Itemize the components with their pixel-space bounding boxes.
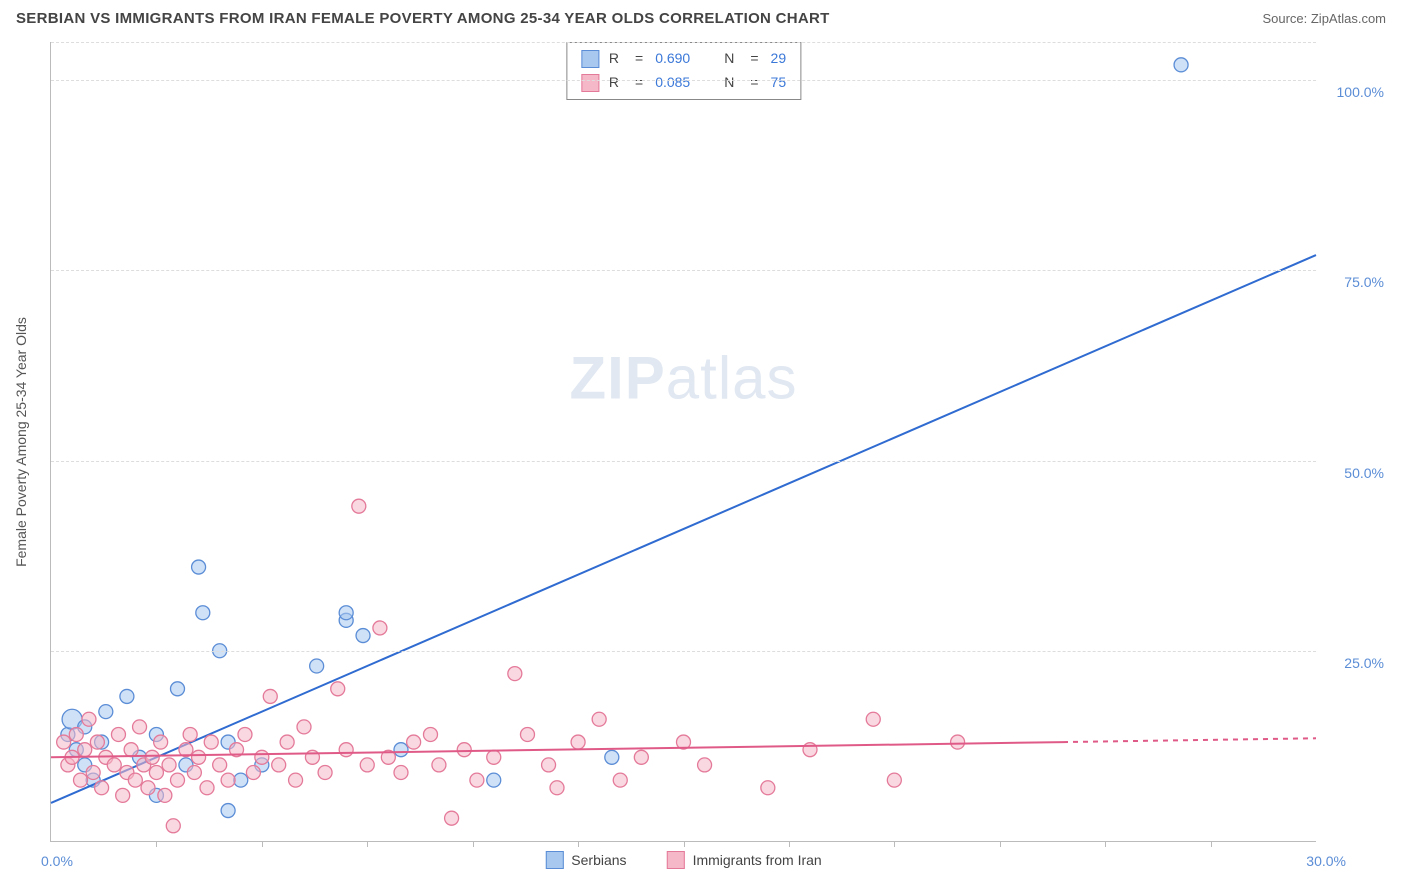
- n-value-iran: 75: [771, 71, 787, 95]
- y-tick-label: 25.0%: [1344, 655, 1384, 671]
- scatter-plot-svg: [51, 42, 1316, 841]
- legend-label-serbians: Serbians: [571, 852, 626, 868]
- y-tick-label: 50.0%: [1344, 465, 1384, 481]
- series-legend: Serbians Immigrants from Iran: [545, 851, 821, 869]
- correlation-row-iran: R= 0.085 N= 75: [581, 71, 786, 95]
- n-value-serbians: 29: [771, 47, 787, 71]
- correlation-row-serbians: R= 0.690 N= 29: [581, 47, 786, 71]
- legend-item-serbians: Serbians: [545, 851, 626, 869]
- r-value-serbians: 0.690: [655, 47, 690, 71]
- swatch-iran: [581, 74, 599, 92]
- x-axis-label-end: 30.0%: [1306, 853, 1346, 869]
- legend-item-iran: Immigrants from Iran: [667, 851, 822, 869]
- r-value-iran: 0.085: [655, 71, 690, 95]
- source-label: Source: ZipAtlas.com: [1262, 11, 1386, 26]
- x-axis-label-start: 0.0%: [41, 853, 73, 869]
- correlation-legend: R= 0.690 N= 29 R= 0.085 N= 75: [566, 42, 801, 100]
- legend-swatch-iran: [667, 851, 685, 869]
- y-tick-label: 100.0%: [1337, 84, 1384, 100]
- chart-title: SERBIAN VS IMMIGRANTS FROM IRAN FEMALE P…: [16, 10, 830, 27]
- header-bar: SERBIAN VS IMMIGRANTS FROM IRAN FEMALE P…: [0, 0, 1406, 33]
- swatch-serbians: [581, 50, 599, 68]
- chart-plot-area: Female Poverty Among 25-34 Year Olds ZIP…: [50, 42, 1316, 842]
- y-axis-title: Female Poverty Among 25-34 Year Olds: [13, 317, 29, 567]
- y-tick-label: 75.0%: [1344, 274, 1384, 290]
- legend-swatch-serbians: [545, 851, 563, 869]
- legend-label-iran: Immigrants from Iran: [693, 852, 822, 868]
